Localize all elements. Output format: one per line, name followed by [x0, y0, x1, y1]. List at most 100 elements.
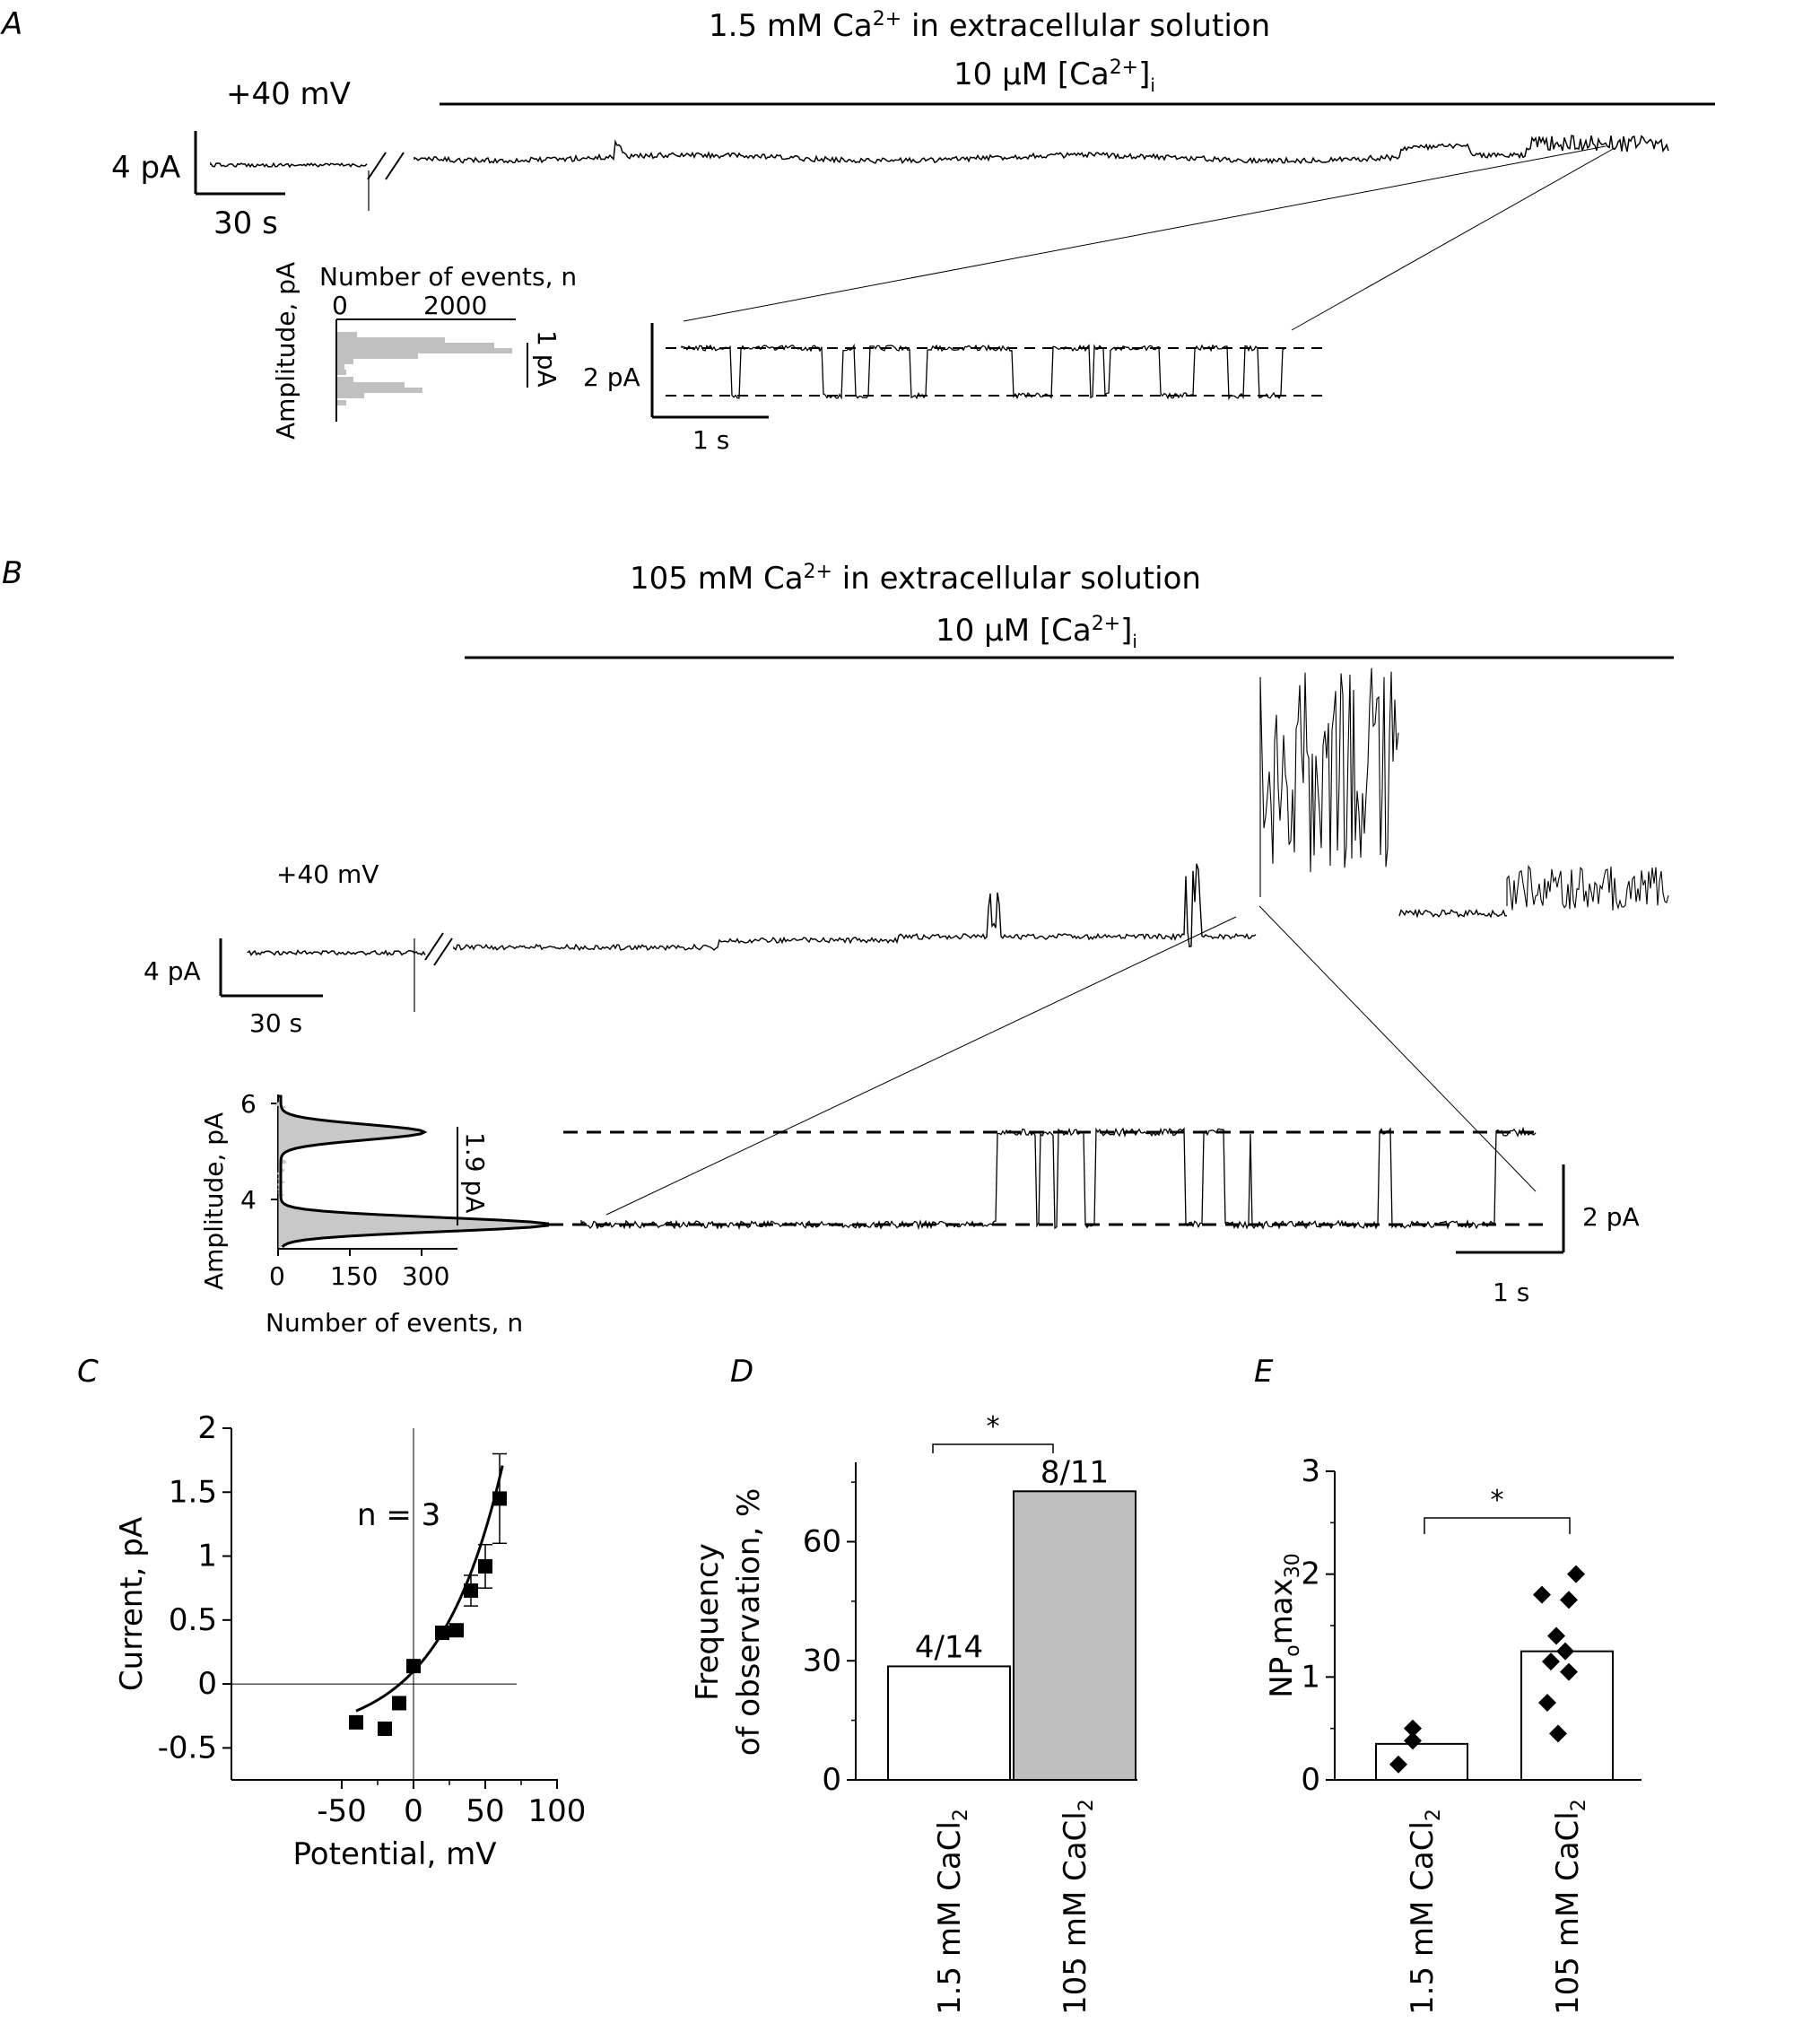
chart-e-category-label-1: 105 mM CaCl2 [1550, 1799, 1590, 2015]
chart-c-annotation: n = 3 [357, 1497, 440, 1533]
chart-e-y-tick-label: 2 [1301, 1556, 1320, 1592]
panel-letter-c: C [77, 1354, 99, 1390]
panel-a-hist-x-tick-2000: 2000 [423, 291, 487, 320]
chart-e-point-1-0 [1549, 1724, 1567, 1743]
panel-b-zoom-connector-left [605, 916, 1237, 1216]
panel-a-hist-bar-3 [337, 348, 512, 353]
chart-c-point-6 [464, 1583, 478, 1599]
chart-d-bar-label-1: 8/11 [1041, 1454, 1109, 1490]
panel-a-hist-bar-0 [337, 332, 357, 337]
panel-b-zoom-scale-y-label: 2 pA [1582, 1202, 1640, 1232]
chart-e-category-label-0: 1.5 mM CaCl2 [1405, 1809, 1445, 2015]
panel-a-scale-x-label: 30 s [213, 205, 278, 241]
panel-a-hist-x-title: Number of events, n [319, 262, 577, 292]
panel-b-trace-burst [1259, 667, 1669, 911]
panel-a-zoom-scale-x-label: 1 s [692, 425, 729, 455]
panel-a-hist-bar-5 [337, 359, 353, 364]
chart-c-x-tick-label: 50 [466, 1793, 504, 1829]
panel-b-zoom-connector-right [1258, 905, 1537, 1192]
chart-c-y-tick-label: -0.5 [158, 1730, 217, 1766]
chart-c-point-7 [478, 1558, 492, 1574]
panel-a-hist-x-tick-0: 0 [332, 291, 348, 320]
panel-a-zoom-trace [681, 343, 1285, 401]
panel-b-trace-main [453, 863, 1508, 952]
panel-b-voltage: +40 mV [276, 859, 379, 889]
chart-d: 0 30 60 4/14 1.5 mM CaCl2 8/11 105 mM CaCl2 * Fr… [690, 1411, 1137, 2015]
chart-c-point-1 [378, 1721, 392, 1736]
panel-a-hist-y-title: Amplitude, pA [271, 262, 300, 440]
chart-e-point-1-7 [1533, 1585, 1551, 1604]
panel-b-trace-baseline [247, 949, 426, 956]
chart-d-significance-star: * [987, 1411, 1000, 1443]
panel-b-ca-label: 10 μM [Ca2+]i [936, 613, 1137, 652]
chart-e-y-tick-label: 0 [1301, 1762, 1320, 1798]
panel-letter-a: A [0, 6, 22, 42]
chart-d-category-label-1: 105 mM CaCl2 [1058, 1799, 1098, 2015]
panel-a-break-mark-1 [367, 152, 387, 180]
panel-a-hist-bar-6 [337, 364, 344, 370]
panel-a-trace-main [414, 135, 1669, 165]
chart-e-point-1-8 [1567, 1565, 1585, 1583]
panel-b-zoom-trace [580, 1126, 1537, 1231]
chart-e-y-tick-label: 3 [1301, 1453, 1320, 1489]
panel-a-hist-bar-10 [337, 388, 422, 393]
chart-e-point-1-4 [1556, 1642, 1574, 1661]
panel-b-hist-y-title: Amplitude, pA [199, 1112, 229, 1290]
chart-c-y-tick-label: 1 [197, 1539, 217, 1574]
panel-b-histogram-fit [279, 1094, 549, 1249]
panel-a-solution-label: 1.5 mM Ca2+ in extracellular solution [709, 8, 1270, 44]
chart-d-bar-0 [887, 1665, 1011, 1781]
panel-a-hist-bar-2 [337, 343, 494, 348]
chart-c-fit-curve [355, 1465, 504, 1713]
panel-letter-e: E [1254, 1354, 1274, 1390]
panel-a-scale-y-label: 4 pA [111, 150, 180, 186]
chart-c-point-4 [435, 1626, 449, 1641]
chart-d-y-label-line1: Frequency [690, 1543, 726, 1701]
chart-e-y-tick-label: 1 [1301, 1659, 1320, 1695]
panel-a-zoom-connector-right [1291, 147, 1615, 331]
chart-c-x-label: Potential, mV [293, 1836, 497, 1872]
chart-c-x-tick-label: 0 [404, 1793, 423, 1829]
panel-b-hist-y-tick-4: 4 [240, 1185, 257, 1215]
panel-a-voltage: +40 mV [226, 76, 351, 112]
chart-d-y-tick-label: 60 [803, 1524, 841, 1560]
panel-b-hist-x-tick-300: 300 [402, 1261, 449, 1291]
chart-e: 0 1 2 3 1.5 mM CaCl2 105 mM CaCl2 * NPomax30 [1264, 1453, 1641, 2015]
chart-e-point-1-3 [1542, 1652, 1560, 1671]
panel-a-zoom-connector-left [683, 145, 1607, 322]
panel-letter-d: D [730, 1354, 753, 1390]
chart-c-x-tick-label: -50 [317, 1793, 367, 1829]
chart-d-bar-1 [1013, 1490, 1136, 1781]
chart-c-y-tick-label: 1.5 [169, 1474, 217, 1510]
chart-c-y-tick-label: 0.5 [169, 1602, 217, 1638]
panel-b-scale-x-label: 30 s [249, 1008, 302, 1038]
chart-e-point-1-6 [1560, 1591, 1578, 1609]
chart-c-x-tick-label: 100 [528, 1793, 587, 1829]
chart-e-significance-bracket [1424, 1517, 1571, 1534]
panel-b-hist-x-title: Number of events, n [266, 1308, 523, 1338]
chart-e-point-1-5 [1547, 1626, 1565, 1645]
chart-c: -0.5 0 0.5 1 1.5 2 -50 0 50 100 Potential, mV Curre… [114, 1410, 586, 1872]
panel-letter-b: B [2, 555, 22, 591]
panel-a-hist-bar-4 [337, 353, 418, 359]
panel-b-hist-y-tick-6: 6 [240, 1089, 257, 1119]
panel-a-histogram-bars [337, 332, 512, 405]
chart-c-y-tick-label: 0 [197, 1666, 217, 1702]
chart-e-y-label: NPomax30 [1264, 1553, 1304, 1697]
panel-b-scale-y-label: 4 pA [144, 956, 201, 986]
chart-c-point-2 [392, 1696, 406, 1711]
chart-c-y-tick-label: 2 [197, 1410, 217, 1446]
chart-d-y-tick-label: 0 [822, 1762, 841, 1798]
chart-e-point-0-0 [1389, 1755, 1407, 1774]
panel-a-hist-bar-12 [337, 400, 346, 405]
panel-a-ca-label: 10 μM [Ca2+]i [954, 57, 1155, 96]
chart-c-y-label: Current, pA [114, 1517, 150, 1691]
panel-a-hist-bar-9 [337, 382, 405, 388]
panel-a-zoom-scale-y-label: 2 pA [583, 362, 640, 392]
panel-a-hist-bar-1 [337, 337, 445, 343]
chart-e-point-0-1 [1404, 1731, 1422, 1750]
chart-e-bar-0 [1375, 1742, 1468, 1782]
chart-c-point-8 [492, 1491, 507, 1506]
panel-b-hist-amp-label: 1.9 pA [460, 1132, 490, 1213]
